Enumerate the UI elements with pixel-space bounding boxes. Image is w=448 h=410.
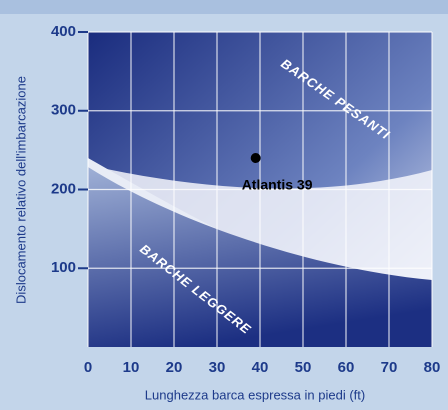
x-axis-label: Lunghezza barca espressa in piedi (ft) — [145, 387, 365, 402]
y-tick-label: 400 — [51, 23, 76, 40]
x-tick-label: 40 — [252, 359, 269, 376]
x-tick-label: 0 — [84, 359, 92, 376]
y-tick-label: 100 — [51, 259, 76, 276]
x-tick-label: 70 — [381, 359, 398, 376]
x-tick-label: 20 — [166, 359, 183, 376]
y-axis-label: Dislocamento relativo dell'imbarcazione — [13, 76, 28, 304]
y-tick-label: 200 — [51, 180, 76, 197]
point-label: Atlantis 39 — [242, 177, 313, 193]
x-tick-label: 30 — [209, 359, 226, 376]
x-tick-label: 80 — [424, 359, 441, 376]
y-tick-label: 300 — [51, 102, 76, 119]
x-tick-label: 10 — [123, 359, 140, 376]
x-tick-label: 50 — [295, 359, 312, 376]
x-tick-label: 60 — [338, 359, 355, 376]
point — [250, 153, 261, 163]
header-strip — [0, 0, 448, 14]
